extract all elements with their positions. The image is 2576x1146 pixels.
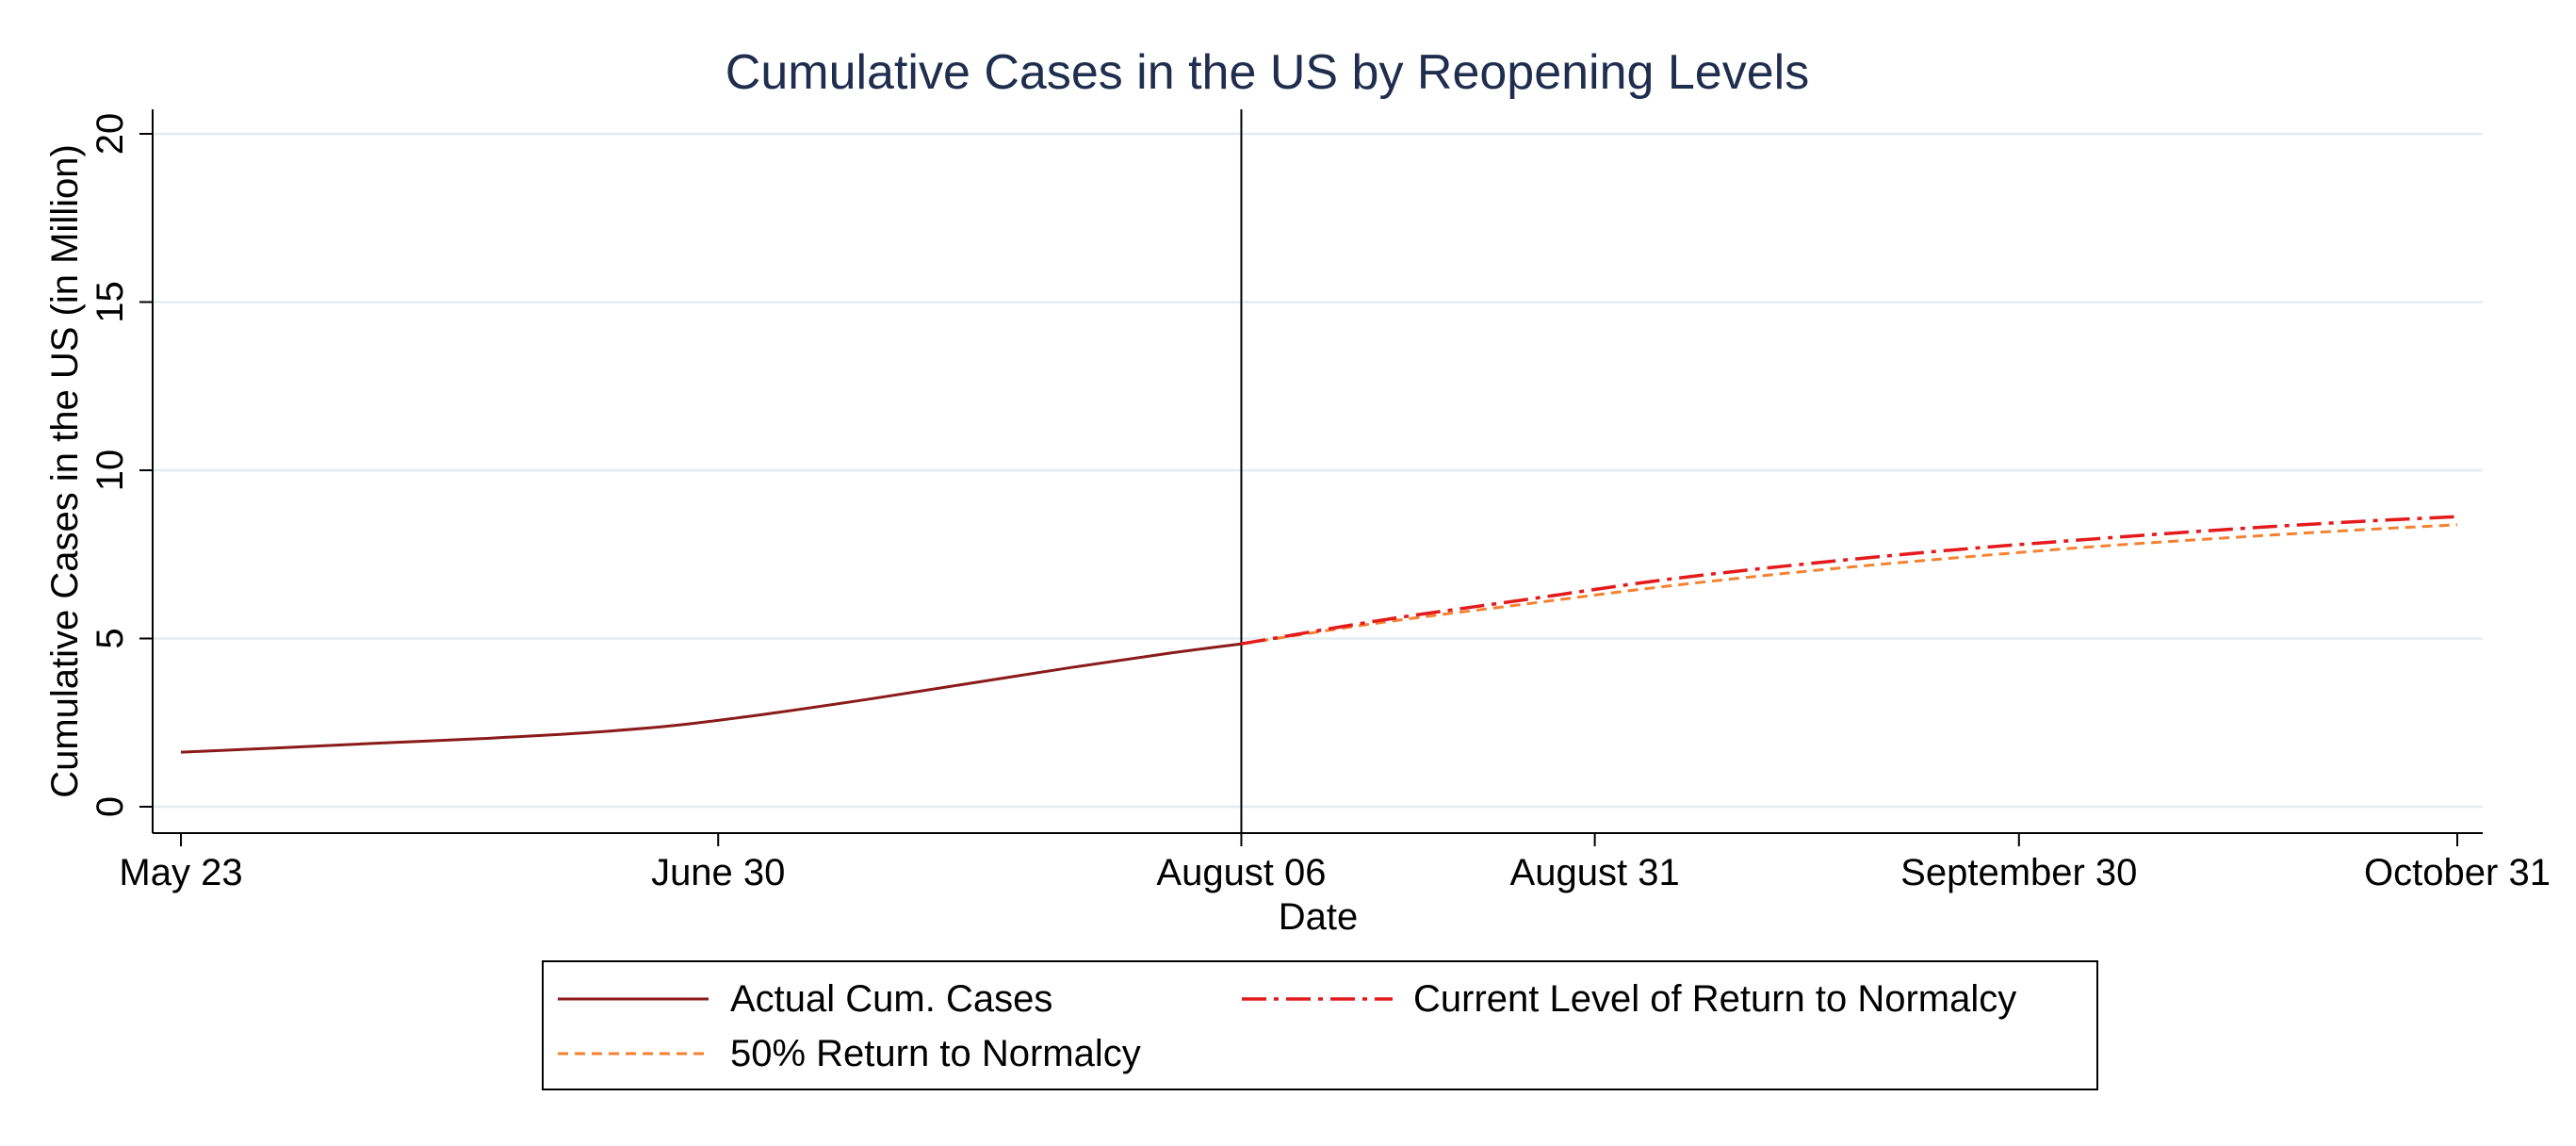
- x-tick-label: October 31: [2364, 852, 2551, 893]
- y-tick-label: 15: [90, 281, 131, 323]
- x-tick-label: August 31: [1510, 852, 1680, 893]
- legend: Actual Cum. Cases Current Level of Retur…: [542, 960, 2098, 1090]
- y-axis-ticks: 0 5 10 15 20: [90, 113, 153, 817]
- series-lines: [180, 515, 2458, 754]
- series-fifty-percent: [1241, 523, 2458, 646]
- chart-title: Cumulative Cases in the US by Reopening …: [726, 45, 1809, 100]
- series-current-level: [1241, 515, 2458, 646]
- x-tick-label: May 23: [119, 852, 242, 893]
- x-tick-label: August 06: [1156, 852, 1326, 893]
- x-tick-label: September 30: [1900, 852, 2137, 893]
- x-tick-label: June 30: [651, 852, 785, 893]
- x-axis-label: Date: [1279, 896, 1359, 938]
- legend-label-current-level: Current Level of Return to Normalcy: [1413, 978, 2016, 1020]
- y-axis-label: Cumulative Cases in the US (in Million): [44, 144, 86, 798]
- gridlines: [153, 132, 2483, 809]
- series-actual-cum-cases: [180, 642, 1242, 754]
- legend-box: [542, 960, 2098, 1090]
- y-tick-label: 5: [90, 628, 131, 648]
- x-axis-ticks: May 23 June 30 August 06 August 31 September…: [119, 833, 2551, 893]
- legend-label-fifty-percent: 50% Return to Normalcy: [730, 1033, 1141, 1074]
- y-tick-label: 10: [90, 450, 131, 492]
- y-tick-label: 0: [90, 796, 131, 817]
- y-tick-label: 20: [90, 113, 131, 156]
- legend-label-actual: Actual Cum. Cases: [730, 978, 1052, 1020]
